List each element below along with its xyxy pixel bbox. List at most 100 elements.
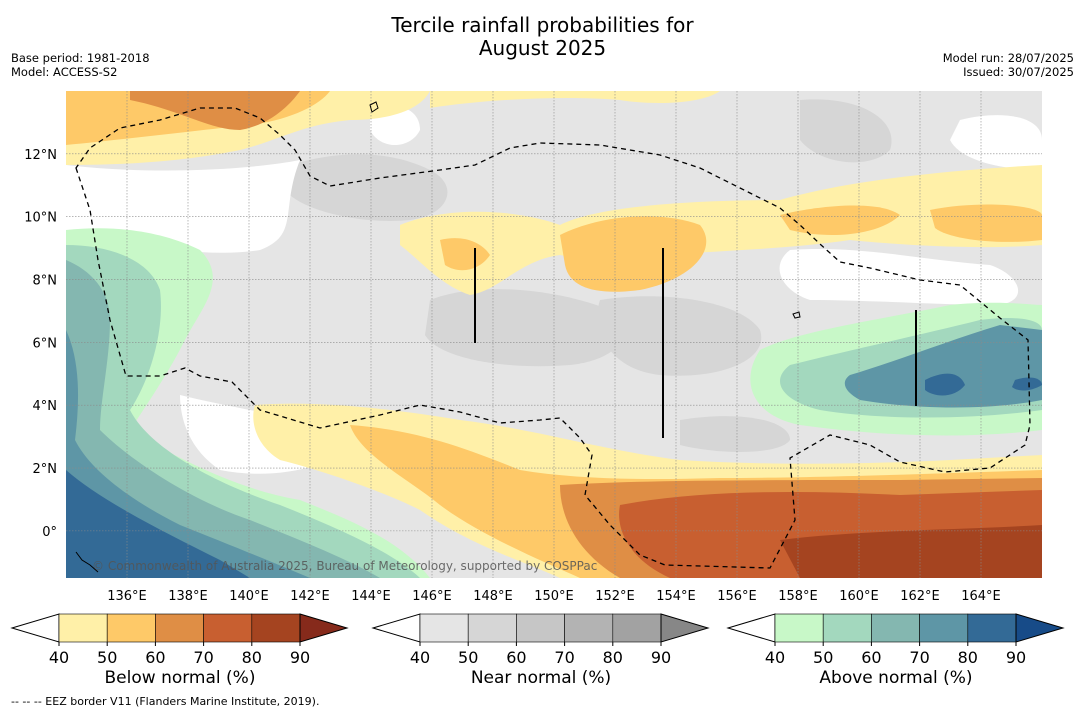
island-outline: [75, 551, 99, 573]
run-info: Model run: 28/07/2025 Issued: 30/07/2025: [943, 51, 1074, 79]
below-normal-40-region: [430, 91, 720, 108]
longitude-tick-label: 158°E: [778, 589, 818, 604]
base-period: Base period: 1981-2018: [11, 51, 150, 65]
colorbar-tick-label: 40: [49, 648, 69, 667]
colorbar-tick-label: 40: [410, 648, 430, 667]
colorbar-tick-label: 60: [861, 648, 881, 667]
island-outline: [792, 311, 801, 319]
below-normal-50-region: [440, 238, 490, 271]
colorbar-extend-high: [1015, 613, 1065, 643]
colorbar-tick-label: 40: [765, 648, 785, 667]
above-normal-60-region: [66, 260, 380, 578]
longitude-tick-label: 156°E: [717, 589, 757, 604]
colorbar-segment: [822, 613, 872, 643]
above-normal-80-region: [925, 373, 965, 396]
colorbar-segment: [203, 613, 253, 643]
below-normal-50-region: [930, 204, 1042, 242]
above-normal-70-region: [844, 325, 1042, 408]
colorbar-extend-high: [660, 613, 710, 643]
colorbar-extend-low: [371, 613, 421, 643]
colorbar-tick-label: 50: [458, 648, 478, 667]
colorbar-tick-label: 80: [603, 648, 623, 667]
below-normal-40-region: [400, 165, 1042, 295]
colorbar-tick-label: 60: [145, 648, 165, 667]
colorbar-segment: [564, 613, 614, 643]
below-normal-50-region: [780, 205, 900, 235]
longitude-tick-label: 164°E: [961, 589, 1001, 604]
longitude-tick-label: 146°E: [412, 589, 452, 604]
no-dominant-area: [950, 115, 1042, 170]
longitude-tick-label: 160°E: [839, 589, 879, 604]
no-dominant-area: [779, 248, 1019, 305]
colorbar-tick-label: 70: [554, 648, 574, 667]
title-line-2: August 2025: [478, 36, 607, 60]
colorbar-segment: [919, 613, 969, 643]
eez-footnote: -- -- -- EEZ border V11 (Flanders Marine…: [11, 695, 320, 708]
copyright-notice: © Commonwealth of Australia 2025, Bureau…: [92, 559, 597, 573]
longitude-tick-label: 152°E: [595, 589, 635, 604]
below-normal-60-region: [130, 91, 300, 130]
longitude-tick-label: 162°E: [900, 589, 940, 604]
colorbars: 40 50 60 70 80 90 40 50 60 70 80 90 40 50 60 70 80 90: [10, 613, 1065, 667]
below-normal-50-region: [560, 216, 707, 292]
longitude-tick-label: 136°E: [107, 589, 147, 604]
model-run-date: Model run: 28/07/2025: [942, 51, 1074, 65]
colorbar-segment: [871, 613, 920, 643]
colorbar-tick-label: 50: [97, 648, 117, 667]
latitude-labels: 12°N 10°N 8°N 6°N 4°N 2°N 0°: [24, 148, 57, 540]
colorbar-tick-label: 70: [909, 648, 929, 667]
colorbar-segment: [967, 613, 1017, 643]
near-normal-50-patch: [800, 99, 892, 163]
colorbar-title-near: Near normal (%): [470, 668, 612, 688]
colorbar-segment: [612, 613, 662, 643]
longitude-tick-label: 140°E: [229, 589, 269, 604]
graticule: [66, 91, 1042, 578]
colorbar-tick-label: 90: [651, 648, 671, 667]
latitude-tick-label: 6°N: [33, 336, 58, 351]
colorbar-above: 40 50 60 70 80 90: [726, 613, 1065, 667]
title-line-1: Tercile rainfall probabilities for: [391, 13, 694, 37]
latitude-tick-label: 12°N: [24, 148, 57, 163]
colorbar-tick-label: 60: [506, 648, 526, 667]
map-fields: © Commonwealth of Australia 2025, Bureau…: [66, 91, 1042, 578]
colorbar-near: 40 50 60 70 80 90: [371, 613, 710, 667]
colorbar-tick-label: 50: [813, 648, 833, 667]
latitude-tick-label: 4°N: [33, 399, 58, 414]
colorbar-title-above: Above normal (%): [819, 668, 973, 688]
colorbar-below: 40 50 60 70 80 90: [10, 613, 349, 667]
colorbar-tick-label: 90: [1006, 648, 1026, 667]
colorbar-tick-label: 80: [242, 648, 262, 667]
colorbar-segment: [774, 613, 824, 643]
colorbar-segment: [58, 613, 108, 643]
near-normal-50-patch: [285, 154, 448, 221]
latitude-tick-label: 10°N: [24, 211, 57, 226]
longitude-tick-label: 150°E: [534, 589, 574, 604]
latitude-tick-label: 0°: [42, 525, 57, 540]
longitude-tick-label: 138°E: [168, 589, 208, 604]
near-normal-50-patch: [680, 416, 790, 452]
issued-date: Issued: 30/07/2025: [963, 65, 1074, 79]
colorbar-extend-low: [726, 613, 776, 643]
colorbar-tick-label: 80: [958, 648, 978, 667]
colorbar-segment: [419, 613, 469, 643]
longitude-tick-label: 144°E: [351, 589, 391, 604]
above-normal-80-region: [66, 470, 250, 578]
colorbar-extend-low: [10, 613, 60, 643]
longitude-tick-label: 154°E: [656, 589, 696, 604]
colorbar-segment: [106, 613, 156, 643]
colorbar-segment: [467, 613, 517, 643]
colorbar-tick-label: 90: [290, 648, 310, 667]
colorbar-segment: [516, 613, 565, 643]
latitude-tick-label: 8°N: [33, 274, 58, 289]
above-normal-80-region: [1012, 377, 1042, 391]
chart-title: Tercile rainfall probabilities for Augus…: [0, 14, 1085, 60]
island-outline: [369, 101, 379, 113]
colorbar-extend-high: [299, 613, 349, 643]
eez-border: [75, 107, 1031, 569]
latitude-tick-label: 2°N: [33, 462, 58, 477]
colorbar-title-below: Below normal (%): [104, 668, 256, 688]
model-name: Model: ACCESS-S2: [11, 65, 118, 79]
colorbar-segment: [155, 613, 204, 643]
colorbar-segment: [251, 613, 301, 643]
